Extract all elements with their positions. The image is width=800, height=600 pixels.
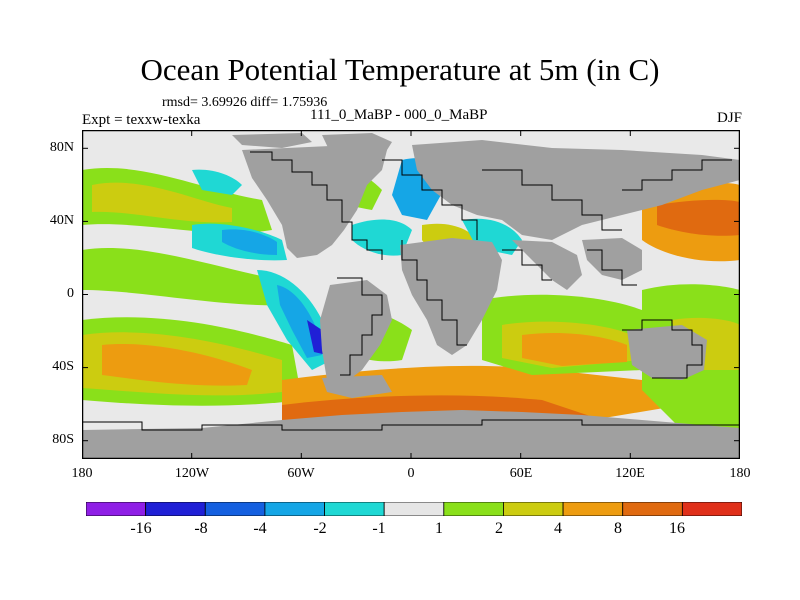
y-tick-80n: 80N [49,140,74,155]
anomaly-cyan-north-pacific-west [192,169,242,195]
x-tick-60w: 60W [287,466,315,481]
colorbar-swatch [622,502,683,516]
colorbar-swatch [145,502,206,516]
anomaly-darkorange-west-pacific [657,199,740,236]
chart-title: Ocean Potential Temperature at 5m (in C) [140,52,660,87]
colorbar-label: -4 [253,520,267,537]
landmass-arctic-islands [232,133,312,148]
landmass-south-america [320,280,392,385]
anomaly-green-pacific-eq [82,247,292,306]
landmass-africa [400,238,502,355]
x-tick-60e: 60E [509,466,533,481]
colorbar-swatch [443,502,504,516]
y-tick-equator: 0 [67,286,74,301]
colorbar-swatch [324,502,385,516]
colorbar-label: -16 [130,520,152,537]
colorbar-swatch [264,502,325,516]
anomaly-blue-east-pacific [277,285,322,358]
anomaly-orange-south-pacific [102,344,252,386]
colorbar-swatch [86,502,147,516]
season-label: DJF [716,110,742,126]
axis-ticks [82,130,740,459]
colorbar-label: -1 [372,520,386,537]
coastline-outlines [82,151,740,431]
temperature-difference-map [82,130,740,459]
landmass-arabia-india [512,240,582,290]
colorbar-swatch [204,502,266,516]
x-tick-120w: 120W [174,466,210,481]
colorbar-swatch [562,502,624,516]
landmass-north-america [242,145,387,258]
comparison-subtitle: 111_0_MaBP - 000_0_MaBP [310,107,488,123]
colorbar-label: -8 [194,520,208,537]
x-tick-180e: 180 [729,466,751,481]
anomaly-orange-indian [522,333,627,366]
colorbar-swatch [383,502,445,516]
y-tick-40s: 40S [52,359,74,374]
landmass-antarctica [82,410,740,459]
x-tick-0: 0 [407,466,415,481]
colorbar-label: 8 [614,520,622,537]
experiment-label: Expt = texxw-texka [82,112,201,128]
colorbar-label: 1 [435,520,443,537]
colorbar-swatch [681,502,742,516]
x-tick-180w: 180 [71,466,93,481]
rmsd-diff-stats: rmsd= 3.69926 diff= 1.75936 [162,95,328,110]
landmass-southeast-asia [582,238,642,280]
colorbar-label: 2 [495,520,503,537]
anomaly-yellow-north-pacific [92,182,232,223]
landmass-europe-asia [412,140,740,240]
anomaly-lightblue-north-pacific-east [222,229,277,255]
landmass-antarctic-shelf [322,375,392,398]
landmass-greenland [322,133,392,162]
y-tick-40n: 40N [49,213,74,228]
colorbar-label: 4 [554,520,562,537]
colorbar-swatch [503,502,564,516]
land-masses [82,133,740,459]
y-tick-80s: 80S [52,432,74,447]
colorbar [86,502,742,516]
x-tick-120e: 120E [615,466,645,481]
colorbar-label: 16 [669,520,685,537]
colorbar-label: -2 [313,520,327,537]
